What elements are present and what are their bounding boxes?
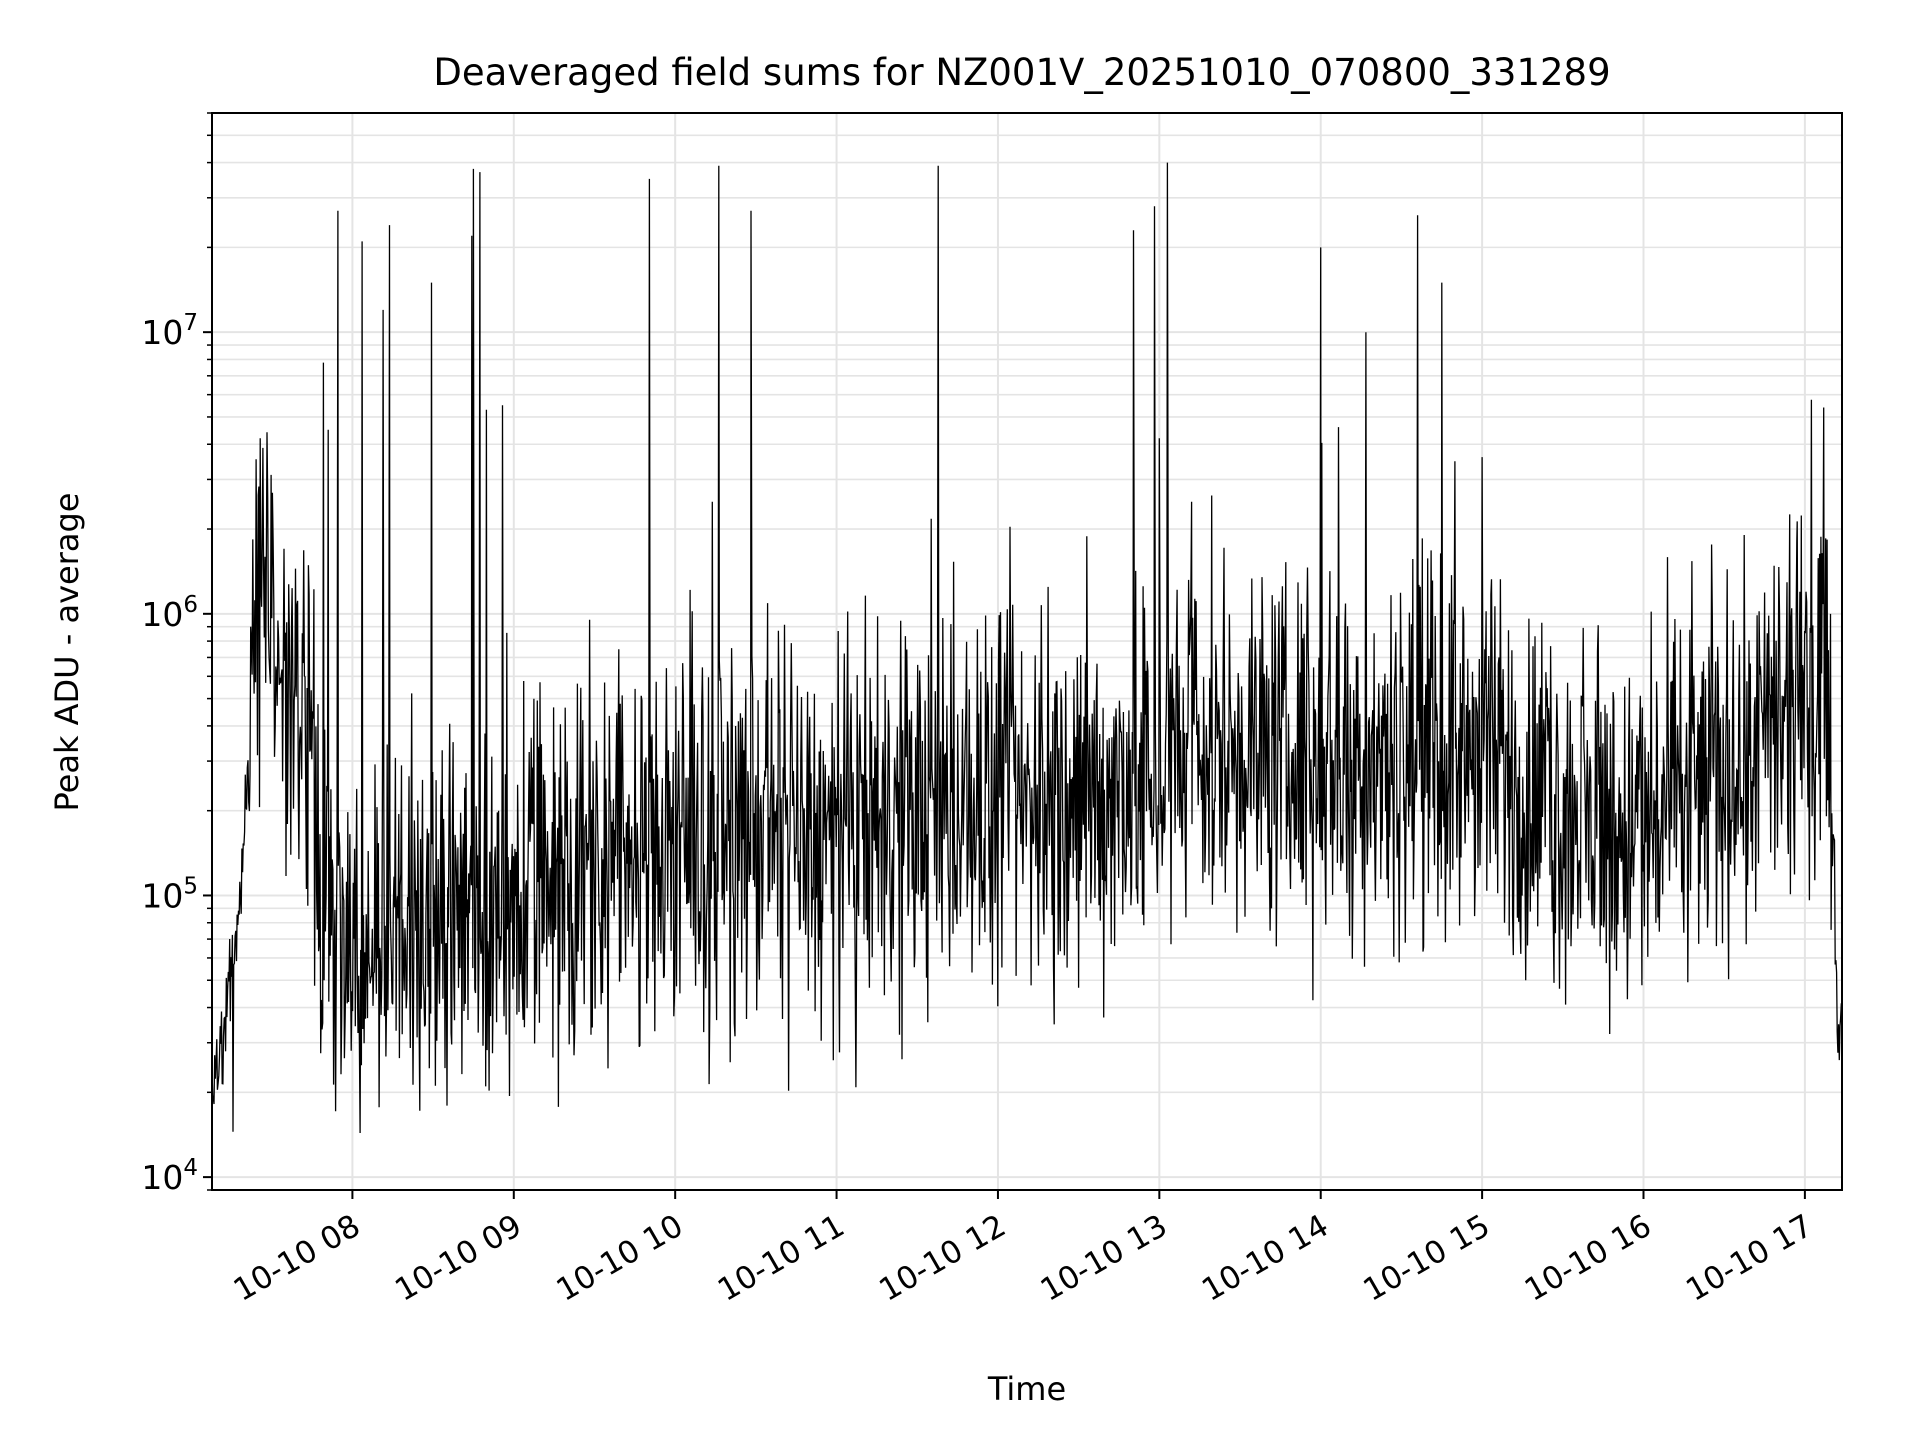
x-tick-label: 10-10 16	[1519, 1208, 1658, 1309]
x-axis-label: Time	[987, 1370, 1066, 1408]
chart-title: Deaveraged field sums for NZ001V_2025101…	[433, 51, 1610, 94]
x-tick-label: 10-10 11	[712, 1208, 851, 1309]
y-tick-label: 105	[141, 873, 198, 915]
y-tick-label: 104	[141, 1155, 198, 1197]
y-axis: 104 105 106 107	[141, 112, 212, 1197]
x-tick-label: 10-10 09	[389, 1208, 528, 1309]
y-axis-label: Peak ADU - average	[48, 493, 86, 812]
y-tick-label: 107	[141, 310, 198, 352]
x-tick-label: 10-10 12	[873, 1208, 1012, 1309]
y-tick-label: 106	[141, 592, 198, 634]
x-tick-label: 10-10 14	[1196, 1208, 1335, 1309]
x-tick-label: 10-10 10	[550, 1208, 689, 1309]
x-tick-label: 10-10 13	[1035, 1208, 1174, 1309]
x-tick-label: 10-10 08	[228, 1208, 367, 1309]
x-tick-label: 10-10 17	[1680, 1208, 1819, 1309]
axes-frame	[211, 112, 1843, 1191]
plot-area	[211, 162, 1843, 1134]
series-line	[211, 162, 1843, 1134]
x-axis: 10-10 08 10-10 09 10-10 10 10-10 11 10-10 12…	[228, 1190, 1819, 1309]
x-tick-label: 10-10 15	[1357, 1208, 1496, 1309]
